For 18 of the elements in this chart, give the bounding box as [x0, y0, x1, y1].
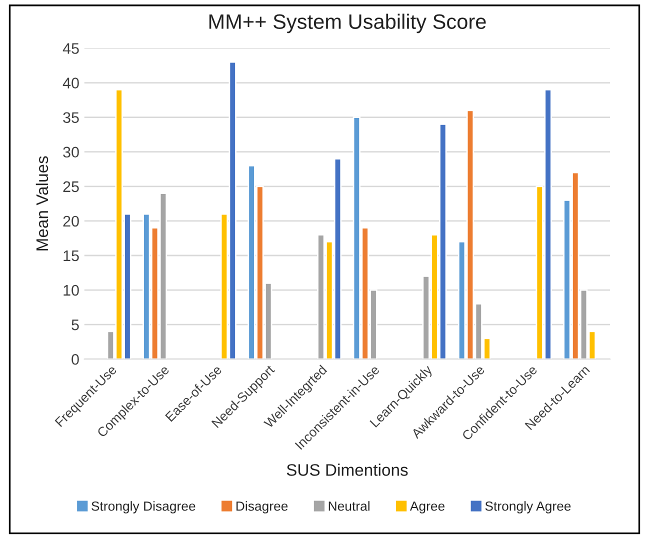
y-tick-label: 40 [62, 78, 79, 88]
y-tick-label: 0 [72, 354, 79, 365]
y-tick-label: 5 [72, 320, 79, 330]
y-tick-label: 45 [62, 43, 79, 54]
y-tick-label: 10 [64, 284, 79, 296]
y-tick-label: 35 [63, 112, 79, 124]
y-tick-label: 30 [63, 146, 79, 158]
legend-label: Strongly Agree [485, 501, 571, 514]
legend-label: Neutral [328, 501, 370, 511]
legend-label: Disagree [236, 501, 288, 514]
x-axis-title: SUS Dimentions [286, 464, 408, 476]
y-axis-title: Mean Values [36, 156, 48, 250]
legend-label: Agree [410, 502, 445, 514]
y-tick-label: 25 [63, 181, 79, 192]
chart-title: MM++ System Usability Score [209, 14, 486, 34]
legend-label: Strongly Disagree [92, 501, 196, 514]
y-tick-label: 15 [64, 250, 79, 262]
y-tick-label: 20 [63, 216, 79, 227]
